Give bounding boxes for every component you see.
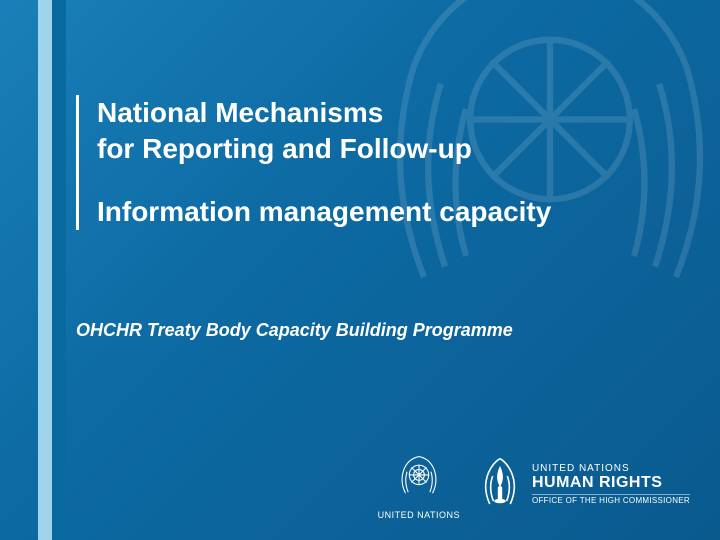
- ohchr-logo: UNITED NATIONS HUMAN RIGHTS OFFICE OF TH…: [478, 452, 690, 517]
- title-line-1: National Mechanisms: [97, 95, 551, 131]
- accent-bar-light: [38, 0, 52, 540]
- ohchr-line-sub: OFFICE OF THE HIGH COMMISSIONER: [532, 494, 690, 506]
- ohchr-line-main: HUMAN RIGHTS: [532, 474, 690, 492]
- ohchr-logo-text: UNITED NATIONS HUMAN RIGHTS OFFICE OF TH…: [532, 463, 690, 505]
- title-block: National Mechanisms for Reporting and Fo…: [76, 95, 551, 230]
- presentation-slide: National Mechanisms for Reporting and Fo…: [0, 0, 720, 540]
- logo-row: UNITED NATIONS: [378, 449, 690, 520]
- un-logo-label: UNITED NATIONS: [378, 510, 460, 520]
- un-logo: UNITED NATIONS: [378, 449, 460, 520]
- title-line-3: Information management capacity: [97, 194, 551, 230]
- un-emblem-icon: [392, 449, 446, 508]
- ohchr-line-top: UNITED NATIONS: [532, 463, 690, 474]
- title-line-2: for Reporting and Follow-up: [97, 131, 551, 167]
- subtitle-text: OHCHR Treaty Body Capacity Building Prog…: [76, 320, 513, 341]
- ohchr-flame-icon: [478, 452, 522, 517]
- subtitle-block: OHCHR Treaty Body Capacity Building Prog…: [76, 320, 513, 341]
- accent-bar-dark: [52, 0, 66, 540]
